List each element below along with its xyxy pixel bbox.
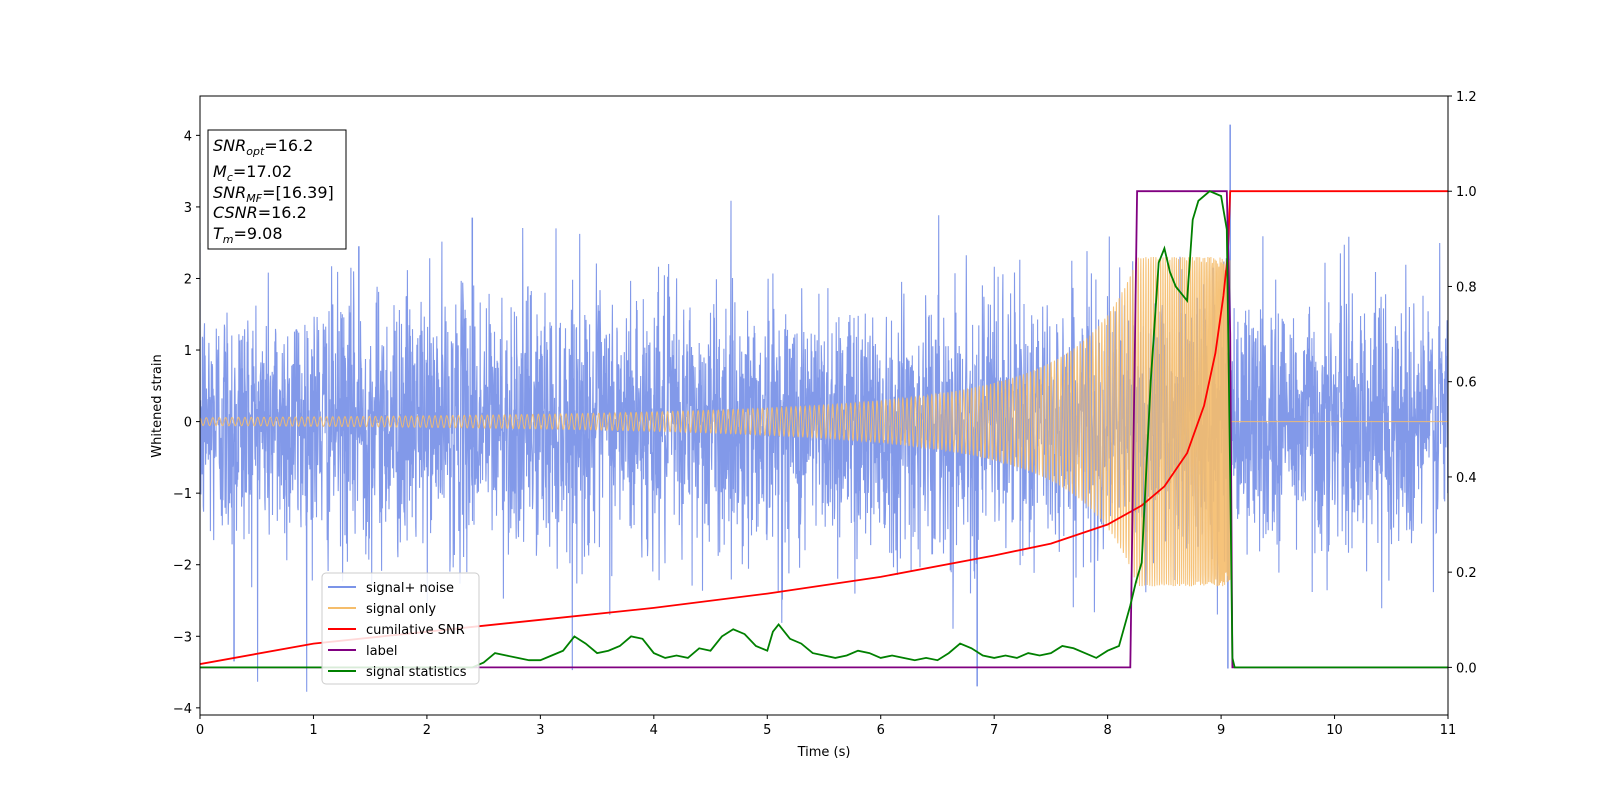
y-tick-label: 1 xyxy=(184,344,192,359)
series-layer xyxy=(200,124,1448,692)
axes-frame xyxy=(199,95,1449,716)
y-tick-label: −1 xyxy=(173,487,192,502)
x-tick-label: 10 xyxy=(1326,723,1343,738)
x-axis: 0 1 2 3 4 5 6 7 8 9 10 11 xyxy=(196,715,1456,738)
x-tick-label: 7 xyxy=(990,723,998,738)
annotation-line: SNRMF=[16.39] xyxy=(213,183,334,205)
x-tick-label: 1 xyxy=(309,723,317,738)
x-tick-label: 8 xyxy=(1103,723,1111,738)
legend-label: signal only xyxy=(366,602,436,617)
y-tick-label: 4 xyxy=(184,129,192,144)
y-tick-label: −4 xyxy=(173,702,192,717)
legend-label: signal statistics xyxy=(366,665,467,680)
y2-tick-label: 0.6 xyxy=(1456,376,1477,391)
y-tick-label: −3 xyxy=(173,630,192,645)
y-axis-right: 0.0 0.2 0.4 0.6 0.8 1.0 1.2 xyxy=(1448,90,1477,676)
x-tick-label: 4 xyxy=(650,723,658,738)
y-tick-label: 0 xyxy=(184,416,192,431)
x-tick-label: 5 xyxy=(763,723,771,738)
legend: signal+ noise signal only cumilative SNR la… xyxy=(321,572,480,685)
x-tick-label: 0 xyxy=(196,723,204,738)
series-label xyxy=(200,190,1448,669)
annotation-line: CSNR=16.2 xyxy=(213,203,307,222)
series-signal-statistics xyxy=(200,190,1448,669)
y-tick-label: −2 xyxy=(173,559,192,574)
legend-label: cumilative SNR xyxy=(366,623,465,638)
annotation-line: Mc=17.02 xyxy=(213,162,292,184)
y-tick-label: 2 xyxy=(184,272,192,287)
series-signal-only xyxy=(200,256,1448,587)
y-tick-label: 3 xyxy=(184,201,192,216)
annotation-line: SNRopt=16.2 xyxy=(213,136,313,158)
x-axis-label: Time (s) xyxy=(797,745,851,760)
legend-label: signal+ noise xyxy=(366,581,454,596)
y2-tick-label: 0.2 xyxy=(1456,566,1477,581)
annotation-line: Tm=9.08 xyxy=(213,224,283,246)
legend-label: label xyxy=(366,644,397,659)
series-signal-noise xyxy=(200,200,1448,692)
y-axis-left: −4 −3 −2 −1 0 1 2 3 4 xyxy=(173,129,200,717)
x-tick-label: 6 xyxy=(877,723,885,738)
x-tick-label: 3 xyxy=(536,723,544,738)
y2-tick-label: 1.0 xyxy=(1456,185,1477,200)
y-axis-label: Whitened strain xyxy=(150,354,165,457)
annotation-box: SNRopt=16.2 Mc=17.02SNRMF=[16.39]CSNR=16.… xyxy=(207,129,347,250)
y2-tick-label: 1.2 xyxy=(1456,90,1477,105)
y2-tick-label: 0.0 xyxy=(1456,661,1477,676)
y2-tick-label: 0.8 xyxy=(1456,280,1477,295)
x-tick-label: 11 xyxy=(1440,723,1457,738)
y2-tick-label: 0.4 xyxy=(1456,471,1477,486)
x-tick-label: 2 xyxy=(423,723,431,738)
x-tick-label: 9 xyxy=(1217,723,1225,738)
